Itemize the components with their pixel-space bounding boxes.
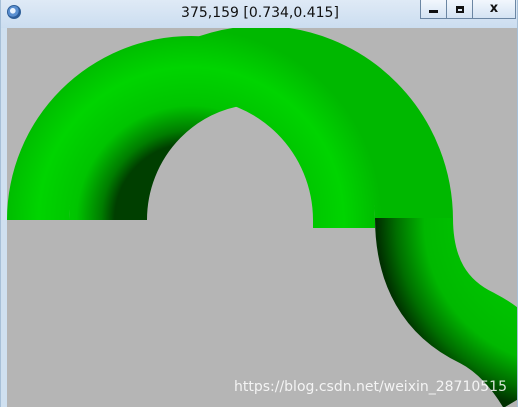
scene-canvas [7,28,518,407]
title-bar[interactable]: 375,159 [0.734,0.415] x [1,0,518,28]
scene-floor-mask [7,221,157,261]
minimize-button[interactable] [420,0,446,19]
close-button[interactable]: x [472,0,516,19]
render-viewport[interactable] [7,28,518,407]
maximize-icon [456,6,464,13]
maximize-button[interactable] [446,0,472,19]
tube-s-bend [414,218,518,388]
close-icon: x [490,2,498,15]
watermark-text: https://blog.csdn.net/weixin_28710515 [234,379,507,395]
minimize-icon [429,10,438,13]
